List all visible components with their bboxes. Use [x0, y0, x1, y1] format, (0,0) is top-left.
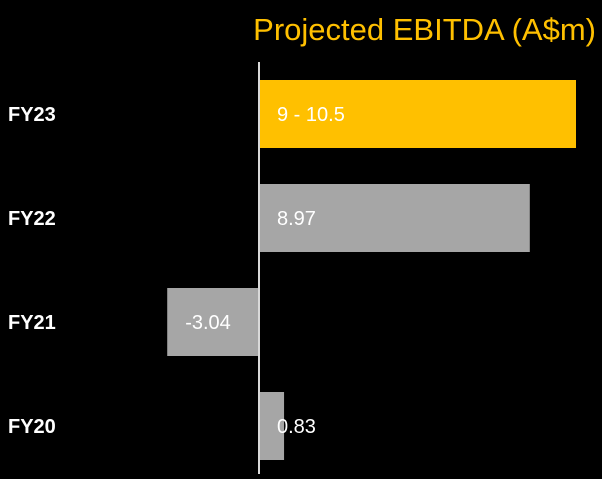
bar-fy23: [259, 80, 576, 148]
category-label-fy20: FY20: [8, 416, 56, 438]
chart-title: Projected EBITDA (A$m): [253, 12, 596, 47]
bar-fy22: [259, 184, 530, 252]
category-label-fy21: FY21: [8, 312, 56, 334]
value-label-fy22: 8.97: [277, 208, 316, 230]
bars-layer: [167, 80, 576, 460]
bar-fy20: [259, 392, 285, 460]
value-label-fy21: -3.04: [185, 312, 231, 334]
category-label-fy22: FY22: [8, 208, 56, 230]
category-label-fy23: FY23: [8, 104, 56, 126]
value-label-fy20: 0.83: [277, 416, 316, 438]
value-label-fy23: 9 - 10.5: [277, 104, 345, 126]
bar-fy21: [167, 288, 259, 356]
labels-layer: FY23 9 - 10.5 FY22 8.97 FY21 -3.04 FY20 0.83: [8, 104, 345, 438]
